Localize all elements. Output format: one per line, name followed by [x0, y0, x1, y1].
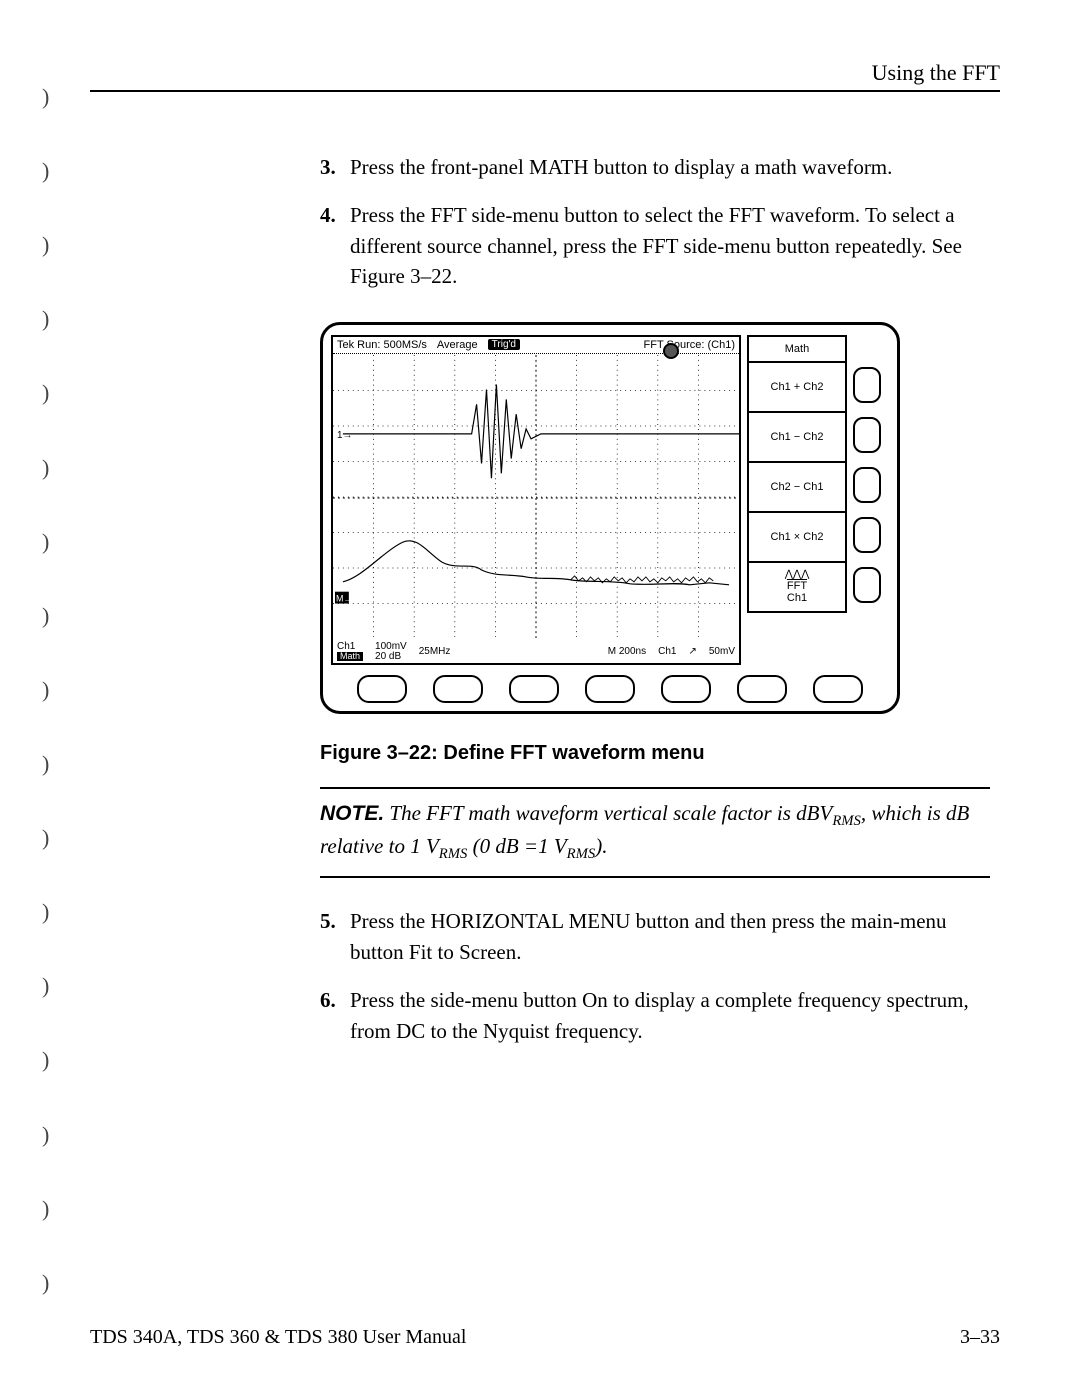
step-number: 5. [320, 906, 350, 967]
step-4: 4. Press the FFT side-menu button to sel… [320, 200, 990, 291]
side-menu-title: Math [747, 335, 847, 363]
soft-button-4[interactable] [853, 517, 881, 553]
readout-edge: ↗ [688, 646, 696, 657]
bottom-soft-buttons [357, 675, 889, 703]
acq-mode: Average [437, 339, 478, 351]
bottom-button-3[interactable] [509, 675, 559, 703]
svg-text:1→: 1→ [337, 430, 352, 441]
svg-text:M→: M→ [336, 593, 352, 603]
side-menu-ch1-plus-ch2[interactable]: Ch1 + Ch2 [747, 363, 847, 413]
bottom-button-7[interactable] [813, 675, 863, 703]
footer-right: 3–33 [960, 1326, 1000, 1349]
readout-freq: 25MHz [419, 646, 451, 657]
soft-button-3[interactable] [853, 467, 881, 503]
soft-button-5[interactable] [853, 567, 881, 603]
note-text-3: (0 dB =1 V [467, 834, 566, 858]
readout-trig-level: 50mV [709, 646, 735, 657]
step-number: 6. [320, 985, 350, 1046]
graticule-area: 1→ M→ [333, 355, 739, 641]
step-text: Press the side-menu button On to display… [350, 985, 990, 1046]
scope-screen: Tek Run: 500MS/s Average Trig'd FFT Sour… [331, 335, 741, 665]
note-sub-1: RMS [832, 813, 861, 829]
page-content: Using the FFT 3. Press the front-panel M… [90, 60, 1000, 1064]
scope-readout: Ch1 Math 100mV 20 dB 25MHz M 200ns Ch1 ↗ [333, 641, 739, 663]
step-number: 4. [320, 200, 350, 291]
note-sub-3: RMS [567, 846, 596, 862]
soft-button-1[interactable] [853, 367, 881, 403]
figure-3-22: Tek Run: 500MS/s Average Trig'd FFT Sour… [320, 322, 990, 765]
readout-math: Math [337, 652, 363, 661]
page-header: Using the FFT [90, 60, 1000, 92]
readout-time: M 200ns [608, 646, 646, 657]
oscilloscope-frame: Tek Run: 500MS/s Average Trig'd FFT Sour… [320, 322, 900, 714]
step-number: 3. [320, 152, 350, 182]
note-text-1: The FFT math waveform vertical scale fac… [384, 801, 832, 825]
bottom-button-2[interactable] [433, 675, 483, 703]
step-6: 6. Press the side-menu button On to disp… [320, 985, 990, 1046]
note-sub-2: RMS [439, 846, 468, 862]
bottom-button-4[interactable] [585, 675, 635, 703]
trig-status: Trig'd [488, 339, 520, 350]
side-soft-buttons [853, 335, 889, 665]
bottom-button-5[interactable] [661, 675, 711, 703]
side-menu-ch2-minus-ch1[interactable]: Ch2 − Ch1 [747, 463, 847, 513]
fft-label: FFT [787, 580, 807, 592]
note-label: NOTE. [320, 802, 384, 825]
fft-sub: Ch1 [787, 592, 807, 604]
fft-source: FFT Source: (Ch1) [644, 339, 736, 351]
step-3: 3. Press the front-panel MATH button to … [320, 152, 990, 182]
run-status: Tek Run: 500MS/s [337, 339, 427, 351]
step-text: Press the FFT side-menu button to select… [350, 200, 990, 291]
figure-caption: Figure 3–22: Define FFT waveform menu [320, 742, 990, 765]
page-footer: TDS 340A, TDS 360 & TDS 380 User Manual … [90, 1326, 1000, 1349]
fft-waveform-icon: ⋀⋀⋀ [785, 570, 810, 580]
step-5: 5. Press the HORIZONTAL MENU button and … [320, 906, 990, 967]
side-menu-fft[interactable]: ⋀⋀⋀ FFT Ch1 [747, 563, 847, 613]
note-text-4: ). [595, 834, 607, 858]
note-block: NOTE. The FFT math waveform vertical sca… [320, 787, 990, 879]
soft-button-2[interactable] [853, 417, 881, 453]
step-text: Press the HORIZONTAL MENU button and the… [350, 906, 990, 967]
side-menu-ch1-minus-ch2[interactable]: Ch1 − Ch2 [747, 413, 847, 463]
footer-left: TDS 340A, TDS 360 & TDS 380 User Manual [90, 1326, 466, 1349]
readout-math-scale: 20 dB [375, 652, 407, 662]
readout-trig-ch: Ch1 [658, 646, 676, 657]
side-menu-ch1-times-ch2[interactable]: Ch1 × Ch2 [747, 513, 847, 563]
bottom-button-1[interactable] [357, 675, 407, 703]
scope-side-menu: Math Ch1 + Ch2 Ch1 − Ch2 Ch2 − Ch1 Ch1 ×… [747, 335, 847, 665]
main-content: 3. Press the front-panel MATH button to … [320, 152, 990, 1046]
header-title: Using the FFT [872, 60, 1000, 85]
step-text: Press the front-panel MATH button to dis… [350, 152, 990, 182]
bottom-button-6[interactable] [737, 675, 787, 703]
binding-marks: ))))) ))))) ))))) )) [4, 60, 64, 1320]
